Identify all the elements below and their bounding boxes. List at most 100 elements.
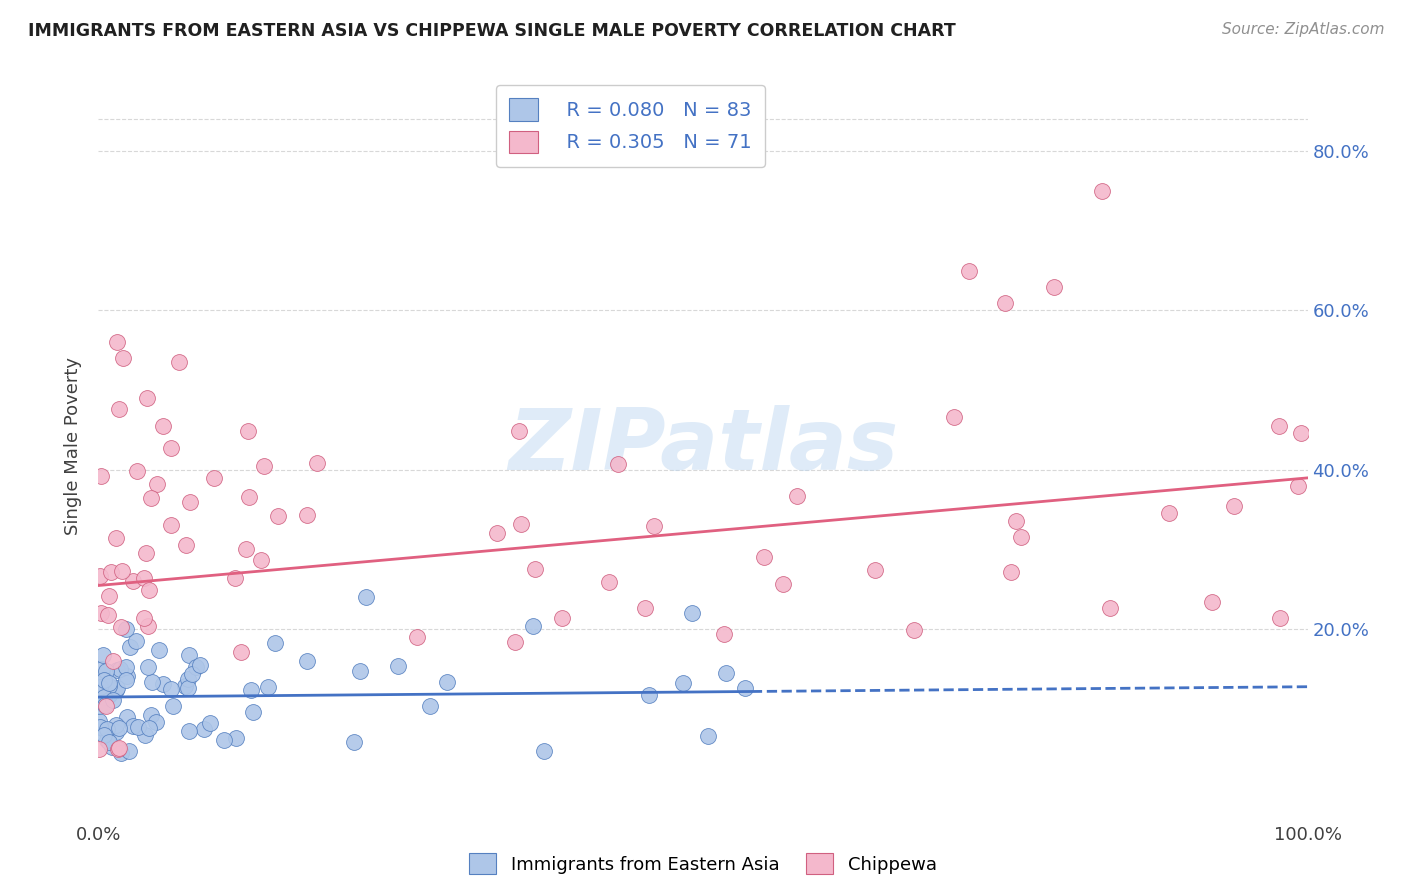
Point <box>138 722 160 736</box>
Point <box>94 698 117 712</box>
Point <box>89 698 111 713</box>
Point <box>127 464 149 478</box>
Point <box>176 538 198 552</box>
Point <box>188 658 211 673</box>
Point <box>405 631 427 645</box>
Point <box>295 654 318 668</box>
Point <box>1201 595 1223 609</box>
Point <box>145 715 167 730</box>
Point <box>267 508 290 523</box>
Point <box>1268 418 1291 433</box>
Point <box>257 681 280 695</box>
Point <box>1091 184 1114 198</box>
Point <box>108 402 131 417</box>
Point <box>104 718 127 732</box>
Point <box>89 569 111 583</box>
Point <box>97 680 120 694</box>
Point <box>235 541 257 556</box>
Point <box>98 688 121 702</box>
Point <box>193 722 215 736</box>
Point <box>97 676 120 690</box>
Point <box>239 682 262 697</box>
Point <box>104 725 127 739</box>
Point <box>295 508 318 522</box>
Point <box>115 710 138 724</box>
Point <box>305 456 328 470</box>
Point <box>387 659 409 673</box>
Point <box>957 263 980 277</box>
Point <box>89 719 111 733</box>
Point <box>138 583 160 598</box>
Point <box>90 662 112 676</box>
Point <box>90 606 112 620</box>
Point <box>162 698 184 713</box>
Point <box>1222 500 1244 514</box>
Point <box>225 731 247 745</box>
Point <box>238 490 260 504</box>
Point <box>110 746 132 760</box>
Point <box>607 457 630 471</box>
Point <box>1286 479 1309 493</box>
Point <box>122 719 145 733</box>
Point <box>1289 426 1312 441</box>
Point <box>94 665 117 679</box>
Point <box>152 677 174 691</box>
Point <box>169 355 191 369</box>
Point <box>96 722 118 736</box>
Point <box>186 660 208 674</box>
Point <box>91 691 114 706</box>
Point <box>89 741 111 756</box>
Point <box>714 665 737 680</box>
Point <box>1010 530 1032 544</box>
Point <box>253 458 276 473</box>
Y-axis label: Single Male Poverty: Single Male Poverty <box>65 357 83 535</box>
Text: Source: ZipAtlas.com: Source: ZipAtlas.com <box>1222 22 1385 37</box>
Point <box>124 634 146 648</box>
Point <box>93 723 115 737</box>
Point <box>179 724 201 739</box>
Point <box>115 673 138 687</box>
Point <box>101 740 124 755</box>
Point <box>114 622 136 636</box>
Point <box>503 635 526 649</box>
Point <box>141 674 163 689</box>
Point <box>104 531 127 545</box>
Point <box>89 680 111 694</box>
Point <box>115 660 138 674</box>
Point <box>97 608 120 623</box>
Point <box>118 640 141 654</box>
Point <box>181 666 204 681</box>
Point <box>713 626 735 640</box>
Point <box>523 562 546 576</box>
Point <box>354 591 377 605</box>
Point <box>734 681 756 695</box>
Point <box>212 733 235 747</box>
Point <box>522 619 544 633</box>
Point <box>93 728 115 742</box>
Point <box>200 716 222 731</box>
Point <box>91 648 114 663</box>
Point <box>179 495 201 509</box>
Point <box>134 571 156 585</box>
Point <box>107 742 129 756</box>
Point <box>634 601 657 615</box>
Point <box>96 732 118 747</box>
Point <box>672 675 695 690</box>
Point <box>419 698 441 713</box>
Point <box>638 688 661 702</box>
Point <box>176 673 198 687</box>
Point <box>786 489 808 503</box>
Point <box>148 642 170 657</box>
Point <box>101 654 124 668</box>
Point <box>1000 566 1022 580</box>
Point <box>127 720 149 734</box>
Point <box>105 334 128 349</box>
Legend:   R = 0.080   N = 83,   R = 0.305   N = 71: R = 0.080 N = 83, R = 0.305 N = 71 <box>496 85 765 167</box>
Point <box>1042 279 1064 293</box>
Point <box>643 519 665 533</box>
Point <box>105 683 128 698</box>
Point <box>264 636 287 650</box>
Point <box>343 735 366 749</box>
Point <box>533 744 555 758</box>
Text: IMMIGRANTS FROM EASTERN ASIA VS CHIPPEWA SINGLE MALE POVERTY CORRELATION CHART: IMMIGRANTS FROM EASTERN ASIA VS CHIPPEWA… <box>28 22 956 40</box>
